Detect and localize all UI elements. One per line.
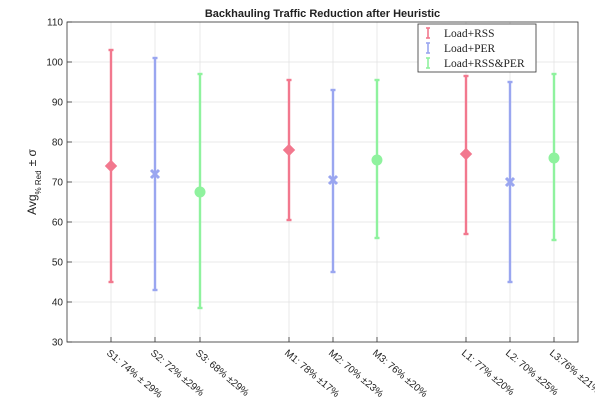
y-label-suffix: ± σ	[25, 149, 39, 167]
mean-marker-circle	[371, 154, 383, 166]
errorbar-8	[504, 80, 516, 284]
legend-item: Load+RSS	[426, 27, 495, 40]
errorbar-3	[194, 72, 206, 310]
legend-box	[417, 23, 537, 73]
svg-text:Avg% Red± σ: Avg% Red ± σ	[25, 149, 43, 215]
y-axis-ticks: 30 40 50 60 70 80 90 100 110	[46, 18, 72, 349]
y-label-main: Avg	[25, 194, 39, 214]
mean-marker-x	[504, 176, 516, 188]
chart-title: Backhauling Traffic Reduction after Heur…	[205, 8, 440, 20]
legend-label: Load+RSS&PER	[444, 58, 525, 70]
plot-frame	[66, 21, 579, 343]
mean-marker-circle	[194, 186, 206, 198]
mean-marker-x	[149, 168, 161, 180]
data-marks	[104, 48, 560, 310]
legend: Load+RSS Load+PER Load+RSS&PER	[417, 23, 537, 73]
y-tick-label: 90	[52, 98, 64, 109]
mean-marker-diamond	[459, 147, 473, 161]
legend-item: Load+PER	[426, 42, 496, 55]
mean-marker-diamond	[104, 159, 118, 173]
legend-label: Load+PER	[444, 43, 496, 55]
y-tick-label: 30	[52, 338, 64, 349]
y-tick-label: 80	[52, 138, 64, 149]
errorbar-5	[327, 88, 339, 274]
mean-marker-x	[327, 174, 339, 186]
errorbar-6	[371, 78, 383, 240]
y-tick-label: 40	[52, 298, 64, 309]
y-tick-label: 110	[47, 18, 63, 29]
errorbar-1	[104, 48, 118, 284]
y-axis-label: Avg% Red ± σ	[25, 149, 43, 215]
errorbar-4	[282, 78, 296, 222]
errorbar-2	[149, 56, 161, 292]
mean-marker-diamond	[282, 143, 296, 157]
y-tick-label: 100	[46, 58, 63, 69]
errorbar-7	[459, 74, 473, 236]
y-tick-label: 70	[52, 178, 64, 189]
legend-item: Load+RSS&PER	[426, 57, 525, 70]
legend-label: Load+RSS	[444, 28, 495, 40]
y-label-subscript: % Red	[34, 170, 43, 194]
y-tick-label: 50	[52, 258, 64, 269]
errorbar-9	[548, 72, 560, 242]
y-tick-label: 60	[52, 218, 64, 229]
x-axis-ticks: S1: 74% ± 29%S2: 72% ±29%S3: 68% ±29% M1:…	[104, 337, 595, 401]
mean-marker-circle	[548, 152, 560, 164]
